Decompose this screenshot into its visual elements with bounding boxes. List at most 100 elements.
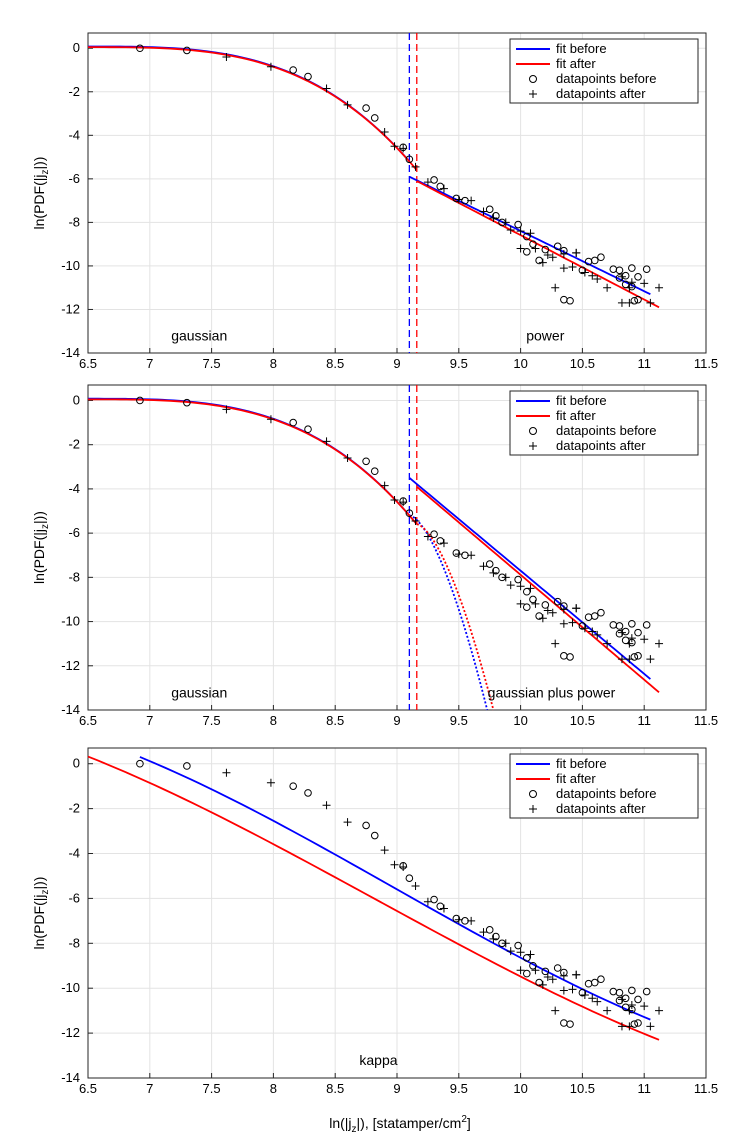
- datapoint-after: [551, 283, 560, 292]
- datapoint-before: [514, 220, 522, 229]
- x-tick-label: 11.5: [694, 1081, 718, 1096]
- x-tick-label: 8.5: [326, 356, 344, 371]
- datapoint-after: [617, 298, 626, 307]
- datapoint-after: [538, 614, 547, 623]
- x-tick-label: 11: [637, 713, 651, 728]
- legend-entry: fit before: [556, 41, 607, 56]
- datapoint-after: [222, 405, 231, 414]
- y-tick-label: -8: [68, 214, 80, 229]
- y-tick-label: -4: [68, 127, 80, 142]
- datapoint-after: [640, 1002, 649, 1011]
- datapoint-before: [370, 467, 379, 476]
- datapoint-after: [390, 495, 399, 504]
- x-tick-label: 11.5: [694, 713, 718, 728]
- datapoint-after: [506, 226, 515, 235]
- datapoint-after: [625, 639, 634, 648]
- datapoint-after: [603, 283, 612, 292]
- datapoint-after: [548, 975, 557, 984]
- datapoint-before: [183, 762, 191, 770]
- x-tick-label: 9.5: [450, 1081, 468, 1096]
- datapoint-after: [551, 1006, 560, 1015]
- legend-entry: fit before: [556, 393, 607, 408]
- datapoint-after: [439, 539, 448, 548]
- datapoint-before: [370, 831, 379, 840]
- datapoint-after: [479, 207, 488, 216]
- datapoint-before: [541, 601, 550, 609]
- x-tick-label: 10.5: [570, 713, 595, 728]
- datapoint-before: [485, 560, 494, 568]
- x-tick-label: 7: [146, 1081, 153, 1096]
- datapoint-after: [322, 437, 331, 446]
- datapoint-before: [566, 1020, 574, 1028]
- datapoint-after: [627, 634, 636, 643]
- datapoint-after: [640, 279, 649, 288]
- x-tick-label: 7.5: [203, 713, 221, 728]
- datapoint-after: [640, 635, 649, 644]
- x-tick-label: 9: [393, 1081, 400, 1096]
- x-tick-label: 9.5: [450, 713, 468, 728]
- annotation-label: gaussian: [171, 684, 227, 700]
- legend-entry: datapoints before: [556, 423, 656, 438]
- datapoint-after: [322, 801, 331, 810]
- datapoint-after: [489, 568, 498, 577]
- datapoint-after: [531, 244, 540, 253]
- datapoint-after: [390, 860, 399, 869]
- datapoint-after: [603, 1006, 612, 1015]
- datapoint-before: [289, 418, 297, 427]
- y-tick-label: -10: [61, 614, 80, 629]
- datapoint-before: [553, 597, 562, 606]
- y-tick-label: -8: [68, 569, 80, 584]
- datapoint-before: [430, 176, 438, 184]
- legend-entry: datapoints after: [556, 438, 646, 453]
- datapoint-before: [578, 266, 587, 275]
- datapoint-after: [559, 264, 568, 273]
- panel-3: 6.5 7 7.5 8 8.5 9 9.5 10 10.5 11 11.5 -14 -12 -10 -8 -6…: [31, 747, 718, 1096]
- datapoint-after: [411, 162, 420, 171]
- datapoint-after: [568, 618, 577, 627]
- y-tick-label: -12: [61, 658, 80, 673]
- datapoint-before: [597, 975, 605, 984]
- y-tick-label: -12: [61, 1025, 80, 1040]
- x-tick-label: 7: [146, 356, 153, 371]
- datapoint-after: [617, 655, 626, 664]
- legend-swatch-plus: [529, 805, 537, 813]
- y-tick-label: -10: [61, 980, 80, 995]
- datapoint-after: [617, 628, 626, 637]
- datapoint-after: [467, 916, 476, 925]
- datapoint-after: [646, 1022, 655, 1031]
- y-tick-label: -8: [68, 935, 80, 950]
- datapoint-after: [526, 950, 535, 959]
- datapoint-before: [590, 612, 599, 620]
- y-tick-label: -6: [68, 890, 80, 905]
- datapoint-before: [628, 619, 636, 628]
- datapoint-before: [642, 621, 651, 629]
- datapoint-before: [405, 509, 414, 518]
- datapoint-after: [625, 298, 634, 307]
- datapoint-after: [343, 818, 352, 827]
- x-tick-label: 10: [513, 713, 527, 728]
- datapoint-before: [615, 629, 624, 638]
- datapoint-after: [559, 986, 568, 995]
- datapoint-after: [506, 581, 515, 590]
- datapoint-after: [531, 966, 540, 975]
- datapoint-after: [423, 178, 432, 187]
- datapoint-after: [526, 584, 535, 593]
- datapoint-after: [501, 218, 510, 227]
- datapoint-after: [593, 274, 602, 283]
- datapoint-before: [362, 457, 370, 466]
- datapoint-after: [501, 939, 510, 948]
- y-axis-label: ln(PDF(|jz|)): [31, 877, 51, 950]
- datapoint-before: [541, 967, 550, 976]
- legend-entry: fit after: [556, 408, 596, 423]
- datapoint-after: [516, 948, 525, 957]
- x-tick-label: 8: [270, 356, 277, 371]
- x-tick-label: 10: [513, 1081, 527, 1096]
- y-tick-label: -2: [68, 437, 80, 452]
- x-tick-label: 10.5: [570, 356, 595, 371]
- datapoint-before: [553, 242, 562, 251]
- panel-1: 6.5 7 7.5 8 8.5 9 9.5 10 10.5 11 11.5 -14 -12 -10 -8 -6…: [31, 32, 718, 371]
- y-tick-label: 0: [73, 392, 80, 407]
- datapoint-after: [454, 915, 463, 924]
- datapoint-after: [655, 1006, 664, 1015]
- datapoint-before: [634, 652, 642, 660]
